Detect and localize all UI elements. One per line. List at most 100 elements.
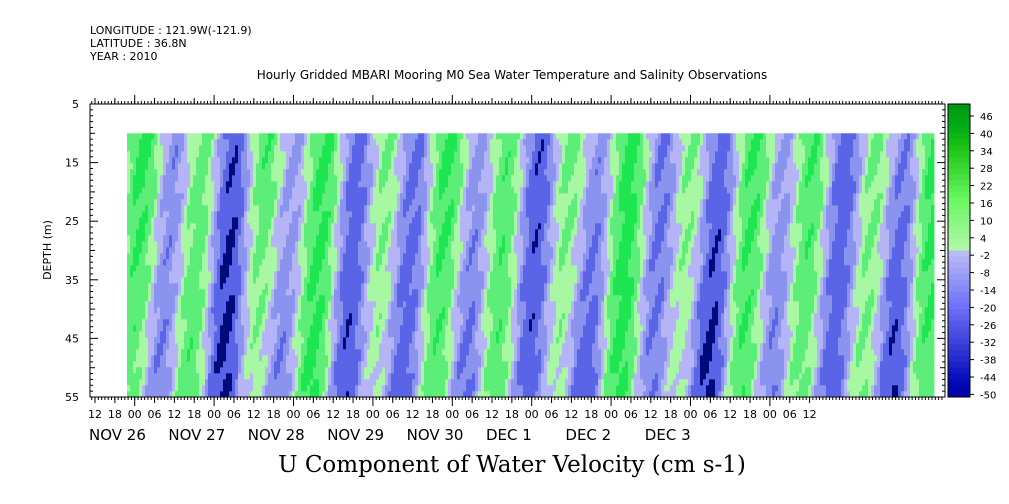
heatmap-cell [316,355,320,362]
heatmap-cell [379,253,383,260]
heatmap-cell [340,373,344,380]
heatmap-cell [226,169,230,176]
heatmap-cell [205,229,209,236]
heatmap-cell [301,373,305,380]
heatmap-cell [250,205,254,212]
heatmap-cell [427,391,431,398]
heatmap-cell [361,343,365,350]
heatmap-cell [352,235,356,242]
heatmap-cell [268,277,272,284]
heatmap-cell [298,271,302,278]
heatmap-cell [187,229,191,236]
heatmap-cell [337,163,341,170]
heatmap-cell [451,163,455,170]
heatmap-cell [325,271,329,278]
heatmap-cell [415,247,419,254]
heatmap-cell [397,151,401,158]
heatmap-cell [451,373,455,380]
heatmap-cell [412,295,416,302]
heatmap-cell [349,205,353,212]
heatmap-cell [208,151,212,158]
heatmap-cell [370,301,374,308]
heatmap-cell [403,235,407,242]
heatmap-cell [208,145,212,152]
heatmap-cell [208,163,212,170]
heatmap-cell [253,307,257,314]
heatmap-cell [382,133,386,140]
heatmap-cell [358,337,362,344]
heatmap-cell [355,289,359,296]
heatmap-cell [370,253,374,260]
heatmap-cell [238,247,242,254]
heatmap-cell [430,187,434,194]
heatmap-cell [139,313,143,320]
heatmap-cell [145,325,149,332]
heatmap-cell [457,343,461,350]
heatmap-cell [232,379,236,386]
heatmap-cell [217,205,221,212]
heatmap-cell [325,265,329,272]
heatmap-cell [208,211,212,218]
heatmap-cell [205,373,209,380]
heatmap-cell [400,253,404,260]
heatmap-cell [211,211,215,218]
heatmap-cell [265,205,269,212]
heatmap-cell [457,379,461,386]
heatmap-cell [295,169,299,176]
heatmap-cell [238,283,242,290]
heatmap-cell [175,307,179,314]
heatmap-cell [160,229,164,236]
heatmap-cell [310,307,314,314]
heatmap-cell [274,319,278,326]
heatmap-cell [127,151,131,158]
heatmap-cell [409,247,413,254]
heatmap-cell [298,163,302,170]
heatmap-cell [208,361,212,368]
heatmap-cell [430,211,434,218]
heatmap-cell [394,349,398,356]
heatmap-cell [331,199,335,206]
heatmap-cell [313,313,317,320]
heatmap-cell [154,235,158,242]
heatmap-cell [400,367,404,374]
heatmap-cell [310,385,314,392]
heatmap-cell [304,301,308,308]
heatmap-cell [145,337,149,344]
heatmap-cell [352,223,356,230]
heatmap-cell [439,301,443,308]
heatmap-cell [190,217,194,224]
heatmap-cell [331,169,335,176]
heatmap-cell [190,391,194,398]
heatmap-cell [277,373,281,380]
heatmap-cell [202,277,206,284]
heatmap-cell [424,253,428,260]
heatmap-cell [211,151,215,158]
heatmap-cell [343,187,347,194]
heatmap-cell [259,133,263,140]
heatmap-cell [304,307,308,314]
heatmap-cell [223,193,227,200]
heatmap-cell [415,223,419,230]
heatmap-cell [271,361,275,368]
heatmap-cell [427,157,431,164]
heatmap-cell [148,181,152,188]
heatmap-cell [394,331,398,338]
heatmap-cell [391,187,395,194]
heatmap-cell [226,241,230,248]
heatmap-cell [424,355,428,362]
heatmap-cell [379,193,383,200]
heatmap-cell [184,199,188,206]
heatmap-cell [235,157,239,164]
heatmap-cell [256,325,260,332]
heatmap-cell [337,157,341,164]
heatmap-cell [292,193,296,200]
heatmap-cell [241,241,245,248]
heatmap-cell [226,163,230,170]
heatmap-cell [340,253,344,260]
heatmap-cell [442,235,446,242]
heatmap-cell [190,373,194,380]
heatmap-cell [391,271,395,278]
heatmap-cell [424,277,428,284]
heatmap-cell [412,139,416,146]
heatmap-cell [244,361,248,368]
